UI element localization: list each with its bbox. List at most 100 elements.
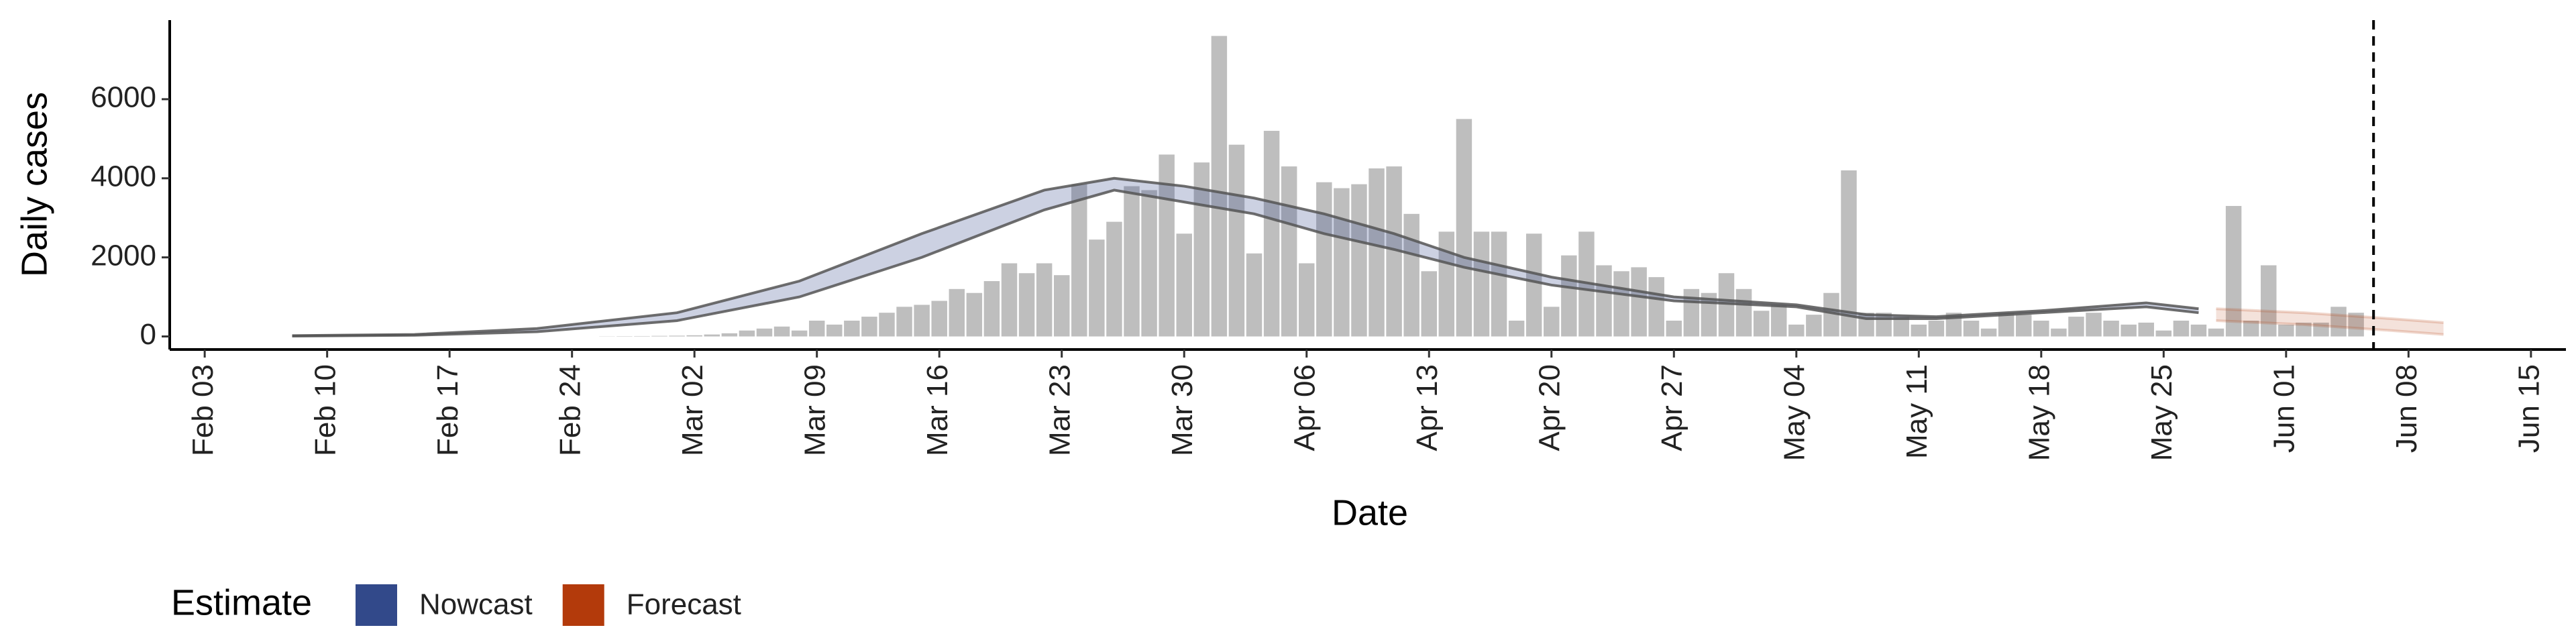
bar <box>1403 213 1419 337</box>
bar <box>914 305 930 337</box>
legend-title: Estimate <box>171 582 312 623</box>
bar <box>949 288 965 337</box>
bar <box>2121 324 2137 337</box>
bar <box>2155 330 2172 337</box>
bar <box>1281 166 1297 337</box>
legend-label: Nowcast <box>419 588 533 621</box>
bar <box>1106 221 1122 337</box>
bar <box>704 334 720 337</box>
x-tick-label: Apr 13 <box>1411 364 1444 451</box>
bar <box>844 320 860 337</box>
bar <box>1438 231 1455 337</box>
bar <box>1368 168 1385 337</box>
bar <box>791 330 808 337</box>
x-tick-label: May 04 <box>1778 364 1811 461</box>
bar <box>773 326 790 337</box>
bar <box>1351 184 1367 337</box>
bar <box>1053 275 1070 337</box>
bar <box>1421 271 1437 337</box>
bar <box>1561 255 1577 337</box>
bar <box>2033 320 2049 337</box>
bar <box>1491 231 1507 337</box>
band-upper-line <box>292 176 2199 337</box>
bar <box>1770 305 1787 337</box>
legend-swatch <box>356 584 397 626</box>
bar <box>1544 307 1560 337</box>
bar <box>1263 131 1280 337</box>
y-axis-title: Daily cases <box>14 92 54 277</box>
x-tick-label: Feb 10 <box>309 364 341 456</box>
x-tick-label: May 11 <box>1900 364 1933 459</box>
x-tick-label: Apr 27 <box>1656 364 1688 451</box>
bar <box>1159 154 1175 337</box>
bar <box>1228 144 1245 337</box>
y-tick-label: 6000 <box>91 81 156 114</box>
bar <box>1613 271 1629 337</box>
bar <box>1299 263 1315 337</box>
x-tick-label: Apr 20 <box>1533 364 1566 451</box>
bar <box>2243 320 2259 337</box>
bar <box>1648 277 1664 337</box>
band-area <box>2216 309 2444 335</box>
bar <box>651 335 667 337</box>
x-tick-label: May 18 <box>2023 364 2055 461</box>
bar <box>2103 320 2119 337</box>
x-tick-label: Feb 24 <box>553 364 586 456</box>
x-tick-label: Apr 06 <box>1288 364 1321 451</box>
x-tick-label: Mar 23 <box>1043 364 1076 456</box>
bar <box>1806 315 1822 337</box>
bar <box>1211 36 1228 337</box>
bar <box>1928 320 1945 337</box>
bar <box>896 307 912 337</box>
bar <box>2016 315 2032 337</box>
bar <box>2278 324 2294 337</box>
bar <box>1963 320 1980 337</box>
bar <box>983 281 1000 337</box>
x-tick-label: May 25 <box>2145 364 2178 461</box>
bar <box>739 330 755 337</box>
bar <box>1176 233 1192 337</box>
y-tick-label: 4000 <box>91 160 156 193</box>
bar <box>1089 239 1105 337</box>
y-tick-label: 0 <box>140 318 156 351</box>
legend-label: Forecast <box>627 588 741 621</box>
x-axis-title: Date <box>1332 492 1408 533</box>
bar <box>1525 233 1542 337</box>
bar <box>1456 119 1472 337</box>
band-upper-line <box>2216 307 2444 324</box>
bar <box>2208 328 2224 337</box>
x-tick-label: Mar 09 <box>798 364 831 456</box>
bar <box>1508 320 1525 337</box>
bar <box>2190 324 2207 337</box>
bar <box>1823 292 1839 337</box>
bar <box>1001 263 1018 337</box>
bar <box>1893 317 1909 337</box>
bar <box>2086 313 2102 337</box>
bar <box>1036 263 1053 337</box>
y-tick-label: 2000 <box>91 239 156 272</box>
bar <box>1666 320 1682 337</box>
bar <box>2261 265 2277 337</box>
bar <box>1071 184 1087 337</box>
bar <box>1246 253 1263 337</box>
band-lower-line <box>2216 319 2444 336</box>
bar <box>686 335 702 337</box>
bar <box>1631 267 1647 337</box>
bar <box>808 320 825 337</box>
x-tick-label: Feb 17 <box>431 364 464 456</box>
bar <box>1683 288 1700 337</box>
bar <box>634 335 650 337</box>
bar <box>1124 186 1140 337</box>
x-tick-label: Mar 16 <box>921 364 954 456</box>
bar <box>879 313 895 337</box>
bar <box>1841 170 1857 337</box>
band-lower-line <box>292 189 2199 337</box>
bar <box>1788 324 1805 337</box>
band-area <box>292 178 2199 336</box>
bar <box>1473 231 1490 337</box>
bar <box>1753 311 1770 337</box>
bar <box>1998 313 2015 337</box>
x-tick-label: Mar 02 <box>676 364 709 456</box>
bar <box>2225 206 2242 337</box>
